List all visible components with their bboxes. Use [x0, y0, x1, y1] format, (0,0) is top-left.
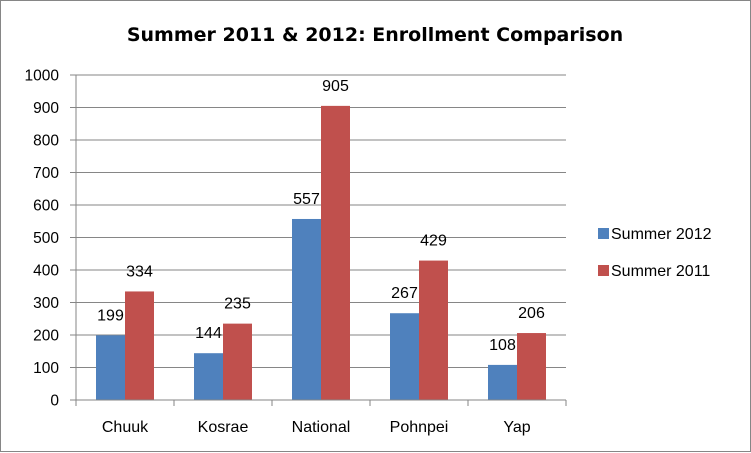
legend-swatch	[598, 265, 609, 276]
data-label: 206	[518, 305, 545, 322]
bar-summer-2011	[223, 323, 252, 400]
bar-summer-2012	[488, 364, 517, 400]
y-tick-label: 0	[50, 393, 59, 410]
y-tick-label: 1000	[25, 68, 60, 85]
bar-summer-2011	[125, 291, 154, 400]
data-label: 199	[97, 307, 124, 324]
x-category-label: Chuuk	[102, 419, 149, 436]
x-category-label: National	[292, 419, 351, 436]
data-label: 334	[126, 263, 153, 280]
y-tick-label: 400	[33, 263, 59, 280]
y-axis: 0 100 200 300 400 500 600 700 800 900 1000	[25, 68, 77, 410]
data-label: 905	[322, 78, 349, 95]
data-label: 144	[195, 325, 222, 342]
bar-summer-2012	[390, 313, 419, 400]
bar-summer-2012	[96, 335, 125, 400]
data-label: 557	[293, 191, 320, 208]
bar-summer-2011	[517, 333, 546, 400]
x-category-label: Kosrae	[198, 419, 249, 436]
y-tick-label: 100	[33, 360, 59, 377]
data-label: 235	[224, 296, 251, 313]
legend-label: Summer 2012	[611, 226, 712, 243]
bar-summer-2012	[194, 353, 223, 400]
y-tick-label: 700	[33, 165, 59, 182]
x-axis: Chuuk Kosrae National Pohnpei Yap	[75, 399, 567, 436]
bar-summer-2012	[292, 218, 321, 400]
y-tick-label: 800	[33, 133, 59, 150]
data-label: 429	[420, 233, 447, 250]
data-label: 267	[391, 285, 418, 302]
y-tick-label: 200	[33, 328, 59, 345]
y-tick-label: 500	[33, 230, 59, 247]
y-tick-label: 600	[33, 198, 59, 215]
y-tick-label: 300	[33, 295, 59, 312]
bar-summer-2011	[321, 105, 350, 400]
bar-summer-2011	[419, 260, 448, 400]
legend-swatch	[598, 228, 609, 239]
x-category-label: Yap	[503, 419, 530, 436]
y-tick-label: 900	[33, 100, 59, 117]
chart-title: Summer 2011 & 2012: Enrollment Compariso…	[127, 24, 623, 46]
data-label: 108	[489, 337, 516, 354]
x-category-label: Pohnpei	[390, 419, 449, 436]
legend-label: Summer 2011	[611, 263, 710, 280]
legend: Summer 2012 Summer 2011	[598, 226, 712, 280]
